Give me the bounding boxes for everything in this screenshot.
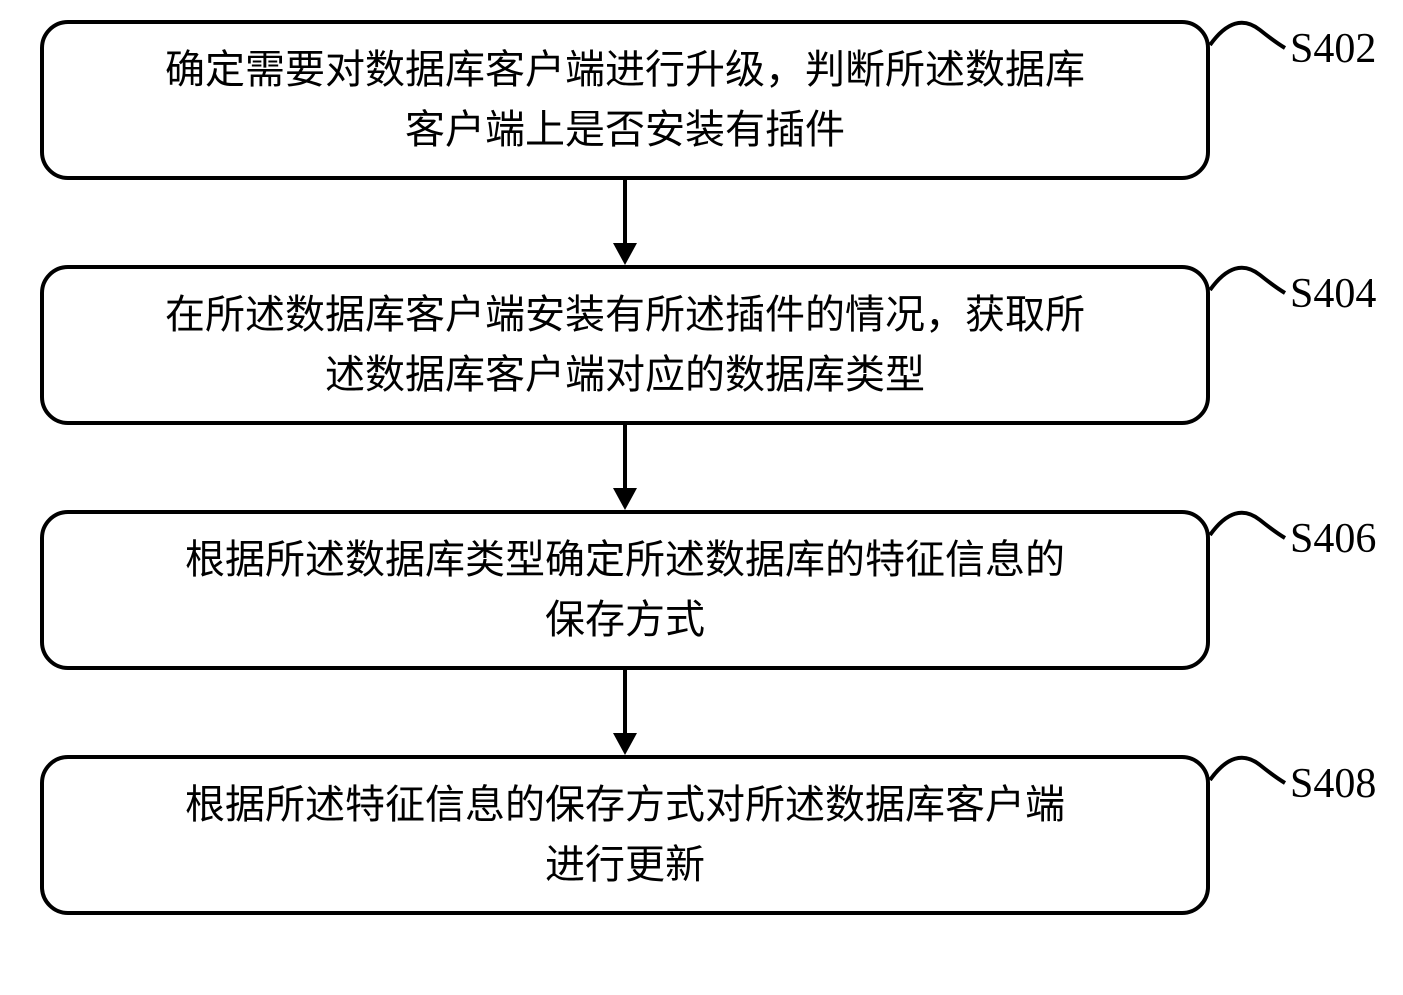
flow-node-4: 根据所述特征信息的保存方式对所述数据库客户端 进行更新	[40, 755, 1210, 915]
flow-node-2: 在所述数据库客户端安装有所述插件的情况，获取所 述数据库客户端对应的数据库类型	[40, 265, 1210, 425]
flow-label-4: S408	[1290, 760, 1376, 808]
flow-node-3-text: 根据所述数据库类型确定所述数据库的特征信息的 保存方式	[185, 530, 1065, 650]
flow-label-3: S406	[1290, 515, 1376, 563]
flow-node-1-text: 确定需要对数据库客户端进行升级，判断所述数据库 客户端上是否安装有插件	[165, 40, 1085, 160]
flowchart-canvas: 确定需要对数据库客户端进行升级，判断所述数据库 客户端上是否安装有插件 S402…	[0, 0, 1403, 995]
flow-label-1: S402	[1290, 25, 1376, 73]
flow-node-1: 确定需要对数据库客户端进行升级，判断所述数据库 客户端上是否安装有插件	[40, 20, 1210, 180]
flow-node-3: 根据所述数据库类型确定所述数据库的特征信息的 保存方式	[40, 510, 1210, 670]
flow-node-4-text: 根据所述特征信息的保存方式对所述数据库客户端 进行更新	[185, 775, 1065, 895]
flow-node-2-text: 在所述数据库客户端安装有所述插件的情况，获取所 述数据库客户端对应的数据库类型	[165, 285, 1085, 405]
flow-label-2: S404	[1290, 270, 1376, 318]
